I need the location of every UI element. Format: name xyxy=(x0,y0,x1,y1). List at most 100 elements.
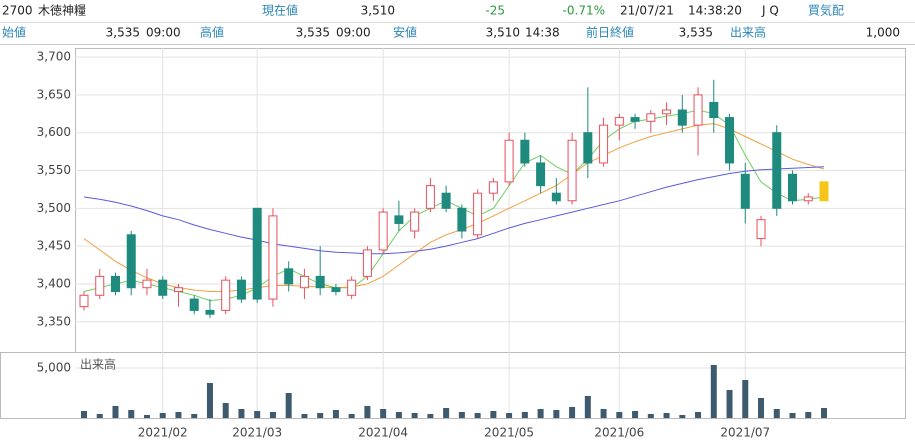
volume-bar xyxy=(206,383,213,418)
y-tick-label: 5,000 xyxy=(37,361,71,375)
header-text: 21/07/21 xyxy=(620,4,674,18)
candle-body xyxy=(158,279,168,296)
volume-bar xyxy=(254,411,261,418)
candle-body xyxy=(693,94,703,126)
candle-body xyxy=(473,192,483,236)
candle-body xyxy=(788,173,798,202)
header-text: 3,510 xyxy=(361,4,395,18)
moving-average xyxy=(83,166,825,255)
header-text: -0.71% xyxy=(563,4,605,18)
candle-body xyxy=(709,101,719,119)
header-text: -25 xyxy=(485,4,505,18)
volume-bar xyxy=(443,408,450,418)
candle-body xyxy=(583,132,593,164)
volume-title: 出来高 xyxy=(80,357,116,372)
volume-bar xyxy=(269,412,276,418)
volume-bar xyxy=(553,410,560,418)
volume-bar xyxy=(395,412,402,418)
candle-body xyxy=(173,287,183,293)
volume-bar xyxy=(600,409,607,418)
volume-bar xyxy=(143,415,150,418)
volume-bar xyxy=(789,413,796,418)
header-text: 09:00 xyxy=(336,26,371,40)
candle-body xyxy=(646,113,656,122)
volume-bar xyxy=(222,403,229,418)
candle-body xyxy=(756,219,766,240)
volume-bar xyxy=(285,393,292,418)
header-text: 安値 xyxy=(393,25,417,40)
y-tick-label: 3,550 xyxy=(37,163,71,177)
candle-body xyxy=(110,275,120,293)
volume-bar xyxy=(128,410,135,418)
x-tick-label: 2021/03 xyxy=(232,426,282,440)
candle-body xyxy=(299,275,309,289)
candle-body xyxy=(599,124,609,164)
candle-body xyxy=(536,162,546,187)
header-text: 高値 xyxy=(200,25,224,40)
y-tick-label: 3,400 xyxy=(37,276,71,290)
volume-bar xyxy=(81,411,87,418)
candle-body xyxy=(504,139,514,183)
candle-body xyxy=(79,294,89,308)
y-tick-label: 3,700 xyxy=(37,50,71,64)
candle-body xyxy=(410,211,420,232)
volume-bar xyxy=(632,411,639,418)
header-text: 3,535 xyxy=(679,26,713,40)
volume-bar xyxy=(537,409,544,418)
volume-bar xyxy=(710,365,717,418)
volume-bar xyxy=(663,413,670,418)
header-text: 14:38 xyxy=(525,26,560,40)
candle-body xyxy=(347,279,357,296)
header-text: J Q xyxy=(761,4,779,18)
x-tick-label: 2021/04 xyxy=(358,426,408,440)
candle-body xyxy=(441,192,451,209)
x-tick-label: 2021/06 xyxy=(594,426,644,440)
y-tick-label: 3,600 xyxy=(37,125,71,139)
header-text: 現在値 xyxy=(262,3,298,18)
volume-bar xyxy=(317,413,324,418)
volume-bar xyxy=(159,413,166,418)
volume-bar xyxy=(584,396,591,418)
volume-frame xyxy=(0,352,906,419)
volume-bar xyxy=(726,390,733,418)
candle-body xyxy=(315,275,325,289)
candle-body xyxy=(520,139,530,164)
x-tick-label: 2021/07 xyxy=(720,426,770,440)
volume-bar xyxy=(569,407,576,418)
candle-body xyxy=(457,207,467,232)
volume-bar xyxy=(805,412,812,418)
candle-body xyxy=(394,215,404,224)
volume-bar xyxy=(506,413,513,418)
candle-body xyxy=(725,117,735,164)
volume-bar xyxy=(458,412,465,418)
candle-body xyxy=(740,173,750,209)
volume-bar xyxy=(521,412,528,418)
volume-bar xyxy=(427,414,434,418)
candle-body xyxy=(95,275,105,296)
candle-body xyxy=(425,185,435,209)
volume-bar xyxy=(679,415,686,418)
candle-body xyxy=(630,117,640,122)
volume-bar xyxy=(380,409,387,418)
header-text: 買気配 xyxy=(808,3,844,18)
volume-bar xyxy=(364,406,371,418)
candle-body xyxy=(221,279,231,311)
volume-bar xyxy=(742,380,749,418)
volume-bar xyxy=(821,408,827,418)
candle-body xyxy=(488,181,498,194)
candle-body xyxy=(662,109,672,115)
header-text: 09:00 xyxy=(146,26,181,40)
volume-bar xyxy=(191,414,198,418)
header-text: 出来高 xyxy=(730,25,766,40)
candle-body xyxy=(126,234,136,289)
header-text: 木徳神糧 xyxy=(38,3,86,18)
volume-bar xyxy=(474,413,481,418)
candle-body xyxy=(772,132,782,209)
volume-bar xyxy=(695,412,702,418)
volume-bar xyxy=(112,406,119,418)
volume-bar xyxy=(301,414,308,418)
volume-bar xyxy=(758,398,765,418)
header-text: 前日終値 xyxy=(586,25,634,40)
